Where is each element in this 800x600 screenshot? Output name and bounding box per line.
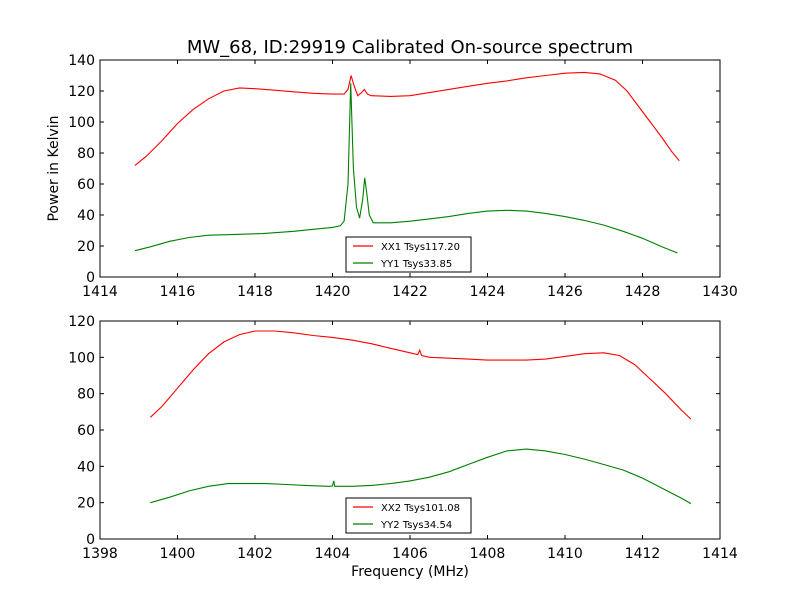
top-y-tick-label: 0 (86, 270, 95, 286)
top-spectrum-panel: 1414 1416 1418 1420 1422 1424 1426 1428 1430 0 20 4… (46, 53, 738, 300)
top-y-tick-label: 120 (68, 84, 95, 100)
top-x-tick-label: 1414 (82, 284, 118, 300)
bottom-spectrum-panel: 1398 1400 1402 1404 1406 1408 1410 1412 1414 0 20 4… (68, 314, 738, 580)
bottom-series-line-1 (150, 330, 692, 420)
bottom-x-tick-label: 1410 (547, 546, 583, 562)
bottom-y-tick-label: 40 (77, 459, 95, 475)
top-legend-entry-2: YY1 Tsys33.85 (380, 259, 452, 270)
bottom-legend-entry-2: YY2 Tsys34.54 (380, 520, 452, 531)
bottom-x-tick-label: 1402 (237, 546, 273, 562)
bottom-y-tick-label: 20 (77, 496, 95, 512)
top-x-tick-label: 1426 (547, 284, 583, 300)
top-y-tick-label: 140 (68, 53, 95, 69)
bottom-x-tick-label: 1404 (315, 546, 351, 562)
top-legend-entry-1: XX1 Tsys117.20 (381, 242, 460, 253)
bottom-x-tick-label: 1414 (702, 546, 738, 562)
top-y-tick-label: 60 (77, 177, 95, 193)
bottom-x-tick-label: 1408 (470, 546, 506, 562)
bottom-y-tick-label: 80 (77, 387, 95, 403)
top-x-tick-label: 1428 (625, 284, 661, 300)
bottom-legend-box (345, 497, 472, 534)
top-y-tick-label: 80 (77, 146, 95, 162)
bottom-x-tick-label: 1400 (160, 546, 196, 562)
bottom-x-tick-label: 1406 (392, 546, 428, 562)
figure-title: MW_68, ID:29919 Calibrated On-source spe… (187, 37, 633, 58)
bottom-y-tick-label: 120 (68, 314, 95, 330)
bottom-y-tick-label: 0 (86, 532, 95, 548)
top-x-tick-label: 1418 (237, 284, 273, 300)
bottom-x-axis-label: Frequency (MHz) (351, 564, 469, 580)
top-x-tick-label: 1420 (315, 284, 351, 300)
bottom-y-tick-label: 100 (68, 350, 95, 366)
top-y-tick-label: 40 (77, 208, 95, 224)
top-series-line-2 (134, 83, 678, 254)
top-y-tick-label: 100 (68, 115, 95, 131)
top-x-tick-label: 1430 (702, 284, 738, 300)
top-legend-box (345, 236, 472, 273)
top-series-line-1 (134, 71, 680, 166)
bottom-x-tick-label: 1412 (625, 546, 661, 562)
top-x-tick-label: 1422 (392, 284, 428, 300)
bottom-series-line-2 (150, 448, 692, 505)
top-x-tick-label: 1424 (470, 284, 506, 300)
bottom-legend-entry-1: XX2 Tsys101.08 (381, 503, 460, 514)
top-y-tick-label: 20 (77, 239, 95, 255)
top-x-tick-label: 1416 (160, 284, 196, 300)
bottom-y-tick-label: 60 (77, 423, 95, 439)
top-y-axis-label: Power in Kelvin (46, 115, 62, 221)
bottom-x-tick-label: 1398 (82, 546, 118, 562)
top-legend: XX1 Tsys117.20 YY1 Tsys33.85 (345, 236, 472, 273)
bottom-legend: XX2 Tsys101.08 YY2 Tsys34.54 (345, 497, 472, 534)
